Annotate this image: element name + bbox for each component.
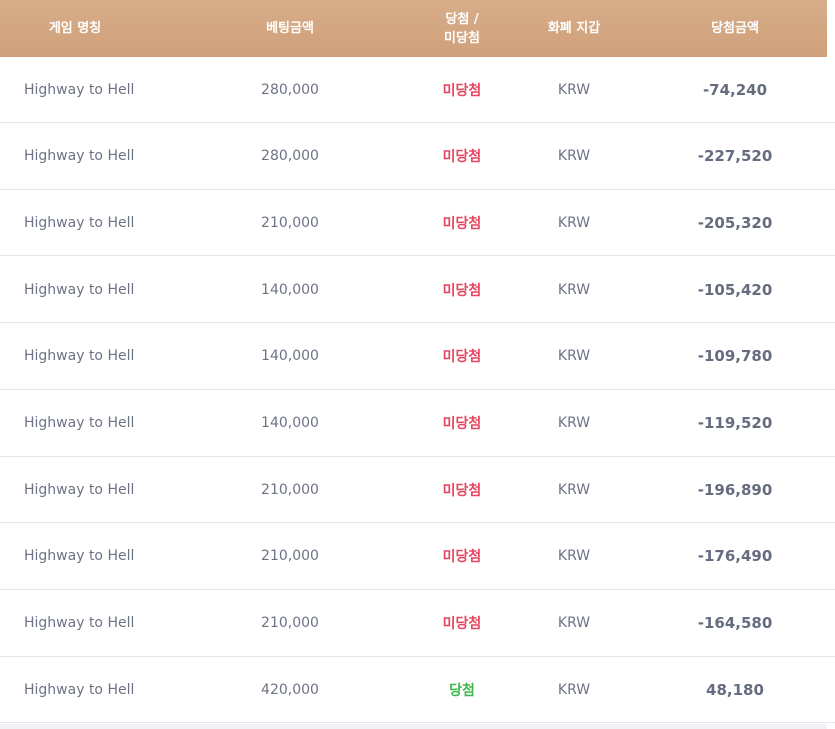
table-row: Highway to Hell 210,000 미당첨 KRW -164,580	[0, 591, 827, 657]
bet-amount-cell: 420,000	[261, 681, 319, 698]
bet-amount-cell: 280,000	[261, 81, 319, 98]
row-divider-tick	[827, 388, 835, 390]
currency-cell: KRW	[557, 81, 591, 98]
row-divider-tick	[827, 455, 835, 457]
scroll-edge	[827, 0, 835, 729]
table-header: 게임 명칭 베팅금액 당첨 / 미당첨 화폐 지갑 당첨금액	[0, 0, 827, 57]
row-divider-tick	[827, 722, 835, 724]
table-row: Highway to Hell 280,000 미당첨 KRW -74,240	[0, 57, 827, 123]
payout-cell: -74,240	[702, 80, 768, 99]
game-name-cell: Highway to Hell	[24, 415, 135, 431]
payout-cell: -176,490	[697, 547, 773, 566]
header-payout: 당첨금액	[711, 21, 759, 36]
row-divider-tick	[827, 122, 835, 123]
result-badge: 미당첨	[442, 416, 482, 432]
game-name-cell: Highway to Hell	[24, 148, 135, 165]
bet-amount-cell: 210,000	[261, 615, 319, 632]
table-row: Highway to Hell 140,000 미당첨 KRW -119,520	[0, 391, 827, 457]
payout-cell: -164,580	[697, 614, 773, 633]
result-badge: 미당첨	[442, 282, 482, 299]
row-divider-tick	[827, 588, 835, 590]
row-divider-tick	[827, 655, 835, 657]
currency-cell: KRW	[557, 348, 591, 365]
bet-amount-cell: 210,000	[261, 481, 319, 498]
row-divider-tick	[827, 322, 835, 324]
header-currency: 화폐 지갑	[547, 21, 601, 36]
game-name-cell: Highway to Hell	[24, 481, 135, 498]
bet-amount-cell: 140,000	[261, 348, 319, 365]
bet-amount-cell: 210,000	[261, 548, 319, 565]
result-badge: 미당첨	[442, 149, 482, 166]
currency-cell: KRW	[557, 281, 591, 298]
header-bet-amount: 베팅금액	[266, 21, 314, 36]
result-badge: 미당첨	[442, 549, 482, 566]
payout-cell: -119,520	[697, 414, 773, 432]
currency-cell: KRW	[557, 415, 591, 431]
result-badge: 미당첨	[442, 482, 482, 499]
table-row: Highway to Hell 210,000 미당첨 KRW -205,320	[0, 190, 827, 257]
table-row: Highway to Hell 140,000 미당첨 KRW -105,420	[0, 257, 827, 324]
result-badge: 미당첨	[442, 215, 482, 232]
payout-cell: -196,890	[697, 480, 773, 499]
table-row: Highway to Hell 140,000 미당첨 KRW -109,780	[0, 324, 827, 390]
payout-cell: -227,520	[697, 147, 773, 166]
payout-cell: -105,420	[697, 280, 773, 299]
currency-cell: KRW	[557, 615, 591, 632]
result-badge: 당첨	[449, 682, 475, 699]
header-result-line1: 당첨 /	[445, 11, 479, 27]
table-row: Highway to Hell 280,000 미당첨 KRW -227,520	[0, 124, 827, 190]
row-divider-tick	[827, 522, 835, 524]
row-divider-tick	[827, 255, 835, 257]
game-name-cell: Highway to Hell	[24, 681, 135, 698]
result-badge: 미당첨	[442, 349, 482, 366]
currency-cell: KRW	[557, 481, 591, 498]
row-divider-tick	[827, 188, 835, 190]
payout-cell: -109,780	[697, 347, 773, 366]
payout-cell: 48,180	[706, 680, 764, 699]
bet-amount-cell: 140,000	[261, 281, 319, 298]
bet-amount-cell: 140,000	[261, 415, 319, 431]
currency-cell: KRW	[557, 681, 591, 698]
payout-cell: -205,320	[697, 213, 773, 232]
result-badge: 미당첨	[442, 82, 482, 99]
game-name-cell: Highway to Hell	[24, 615, 135, 632]
table-row: Highway to Hell 210,000 미당첨 KRW -196,890	[0, 457, 827, 524]
bet-amount-cell: 210,000	[261, 214, 319, 231]
currency-cell: KRW	[557, 548, 591, 565]
currency-cell: KRW	[557, 148, 591, 165]
currency-cell: KRW	[557, 214, 591, 231]
game-name-cell: Highway to Hell	[24, 348, 135, 365]
header-result-line2: 미당첨	[444, 30, 480, 46]
game-name-cell: Highway to Hell	[24, 281, 135, 298]
header-game-name: 게임 명칭	[48, 21, 102, 36]
table-row: Highway to Hell 420,000 당첨 KRW 48,180	[0, 657, 827, 724]
game-name-cell: Highway to Hell	[24, 548, 135, 565]
game-name-cell: Highway to Hell	[24, 81, 135, 98]
bet-amount-cell: 280,000	[261, 148, 319, 165]
result-badge: 미당첨	[442, 616, 482, 633]
table-row: Highway to Hell 210,000 미당첨 KRW -176,490	[0, 524, 827, 590]
header-result: 당첨 / 미당첨	[402, 0, 522, 57]
game-name-cell: Highway to Hell	[24, 214, 135, 231]
